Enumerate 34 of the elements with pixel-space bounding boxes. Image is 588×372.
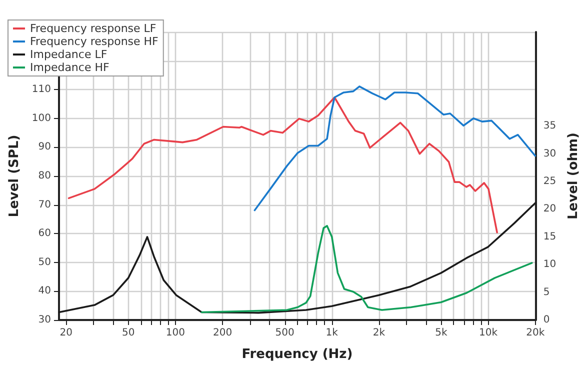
y-tick-label: 80 <box>38 170 51 182</box>
y2-tick-label: 5 <box>543 286 550 298</box>
y-tick-label: 60 <box>38 228 51 240</box>
y-tick-label: 90 <box>38 142 51 153</box>
x-tick-label: 100 <box>166 328 186 338</box>
y2-tick-label: 25 <box>543 176 556 188</box>
y-axis-title: Level (SPL) <box>7 134 22 218</box>
y-tick-label: 30 <box>38 314 51 326</box>
legend-label: Impedance HF <box>30 61 110 74</box>
x-tick-label: 50 <box>122 328 135 338</box>
y2-tick-label: 15 <box>543 231 556 242</box>
x-tick-label: 20 <box>60 328 73 338</box>
y2-tick-label: 35 <box>543 120 556 132</box>
x-axis-title: Frequency (Hz) <box>242 347 353 362</box>
x-tick-label: 2k <box>372 328 386 338</box>
y2-tick-label: 10 <box>543 259 556 270</box>
x-tick-label: 5k <box>435 328 448 338</box>
y-tick-label: 50 <box>38 256 51 268</box>
y-tick-label: 40 <box>38 286 51 297</box>
y-tick-label: 100 <box>32 112 51 124</box>
legend-label: Frequency response HF <box>30 35 158 48</box>
y-tick-label: 70 <box>38 199 51 210</box>
x-tick-label: 1k <box>326 328 338 338</box>
y-tick-label: 110 <box>32 84 51 96</box>
y2-tick-label: 30 <box>543 148 556 160</box>
x-tick-label: 500 <box>275 328 294 338</box>
legend-label: Frequency response LF <box>30 22 156 35</box>
x-tick-label: 200 <box>213 328 232 338</box>
y2-tick-label: 0 <box>543 314 550 326</box>
y2-tick-label: 20 <box>543 204 556 215</box>
legend-label: Impedance LF <box>30 48 108 61</box>
x-tick-label: 20k <box>526 328 545 338</box>
x-tick-label: 10k <box>479 328 498 338</box>
y2-axis-title: Level (ohm) <box>566 132 581 220</box>
